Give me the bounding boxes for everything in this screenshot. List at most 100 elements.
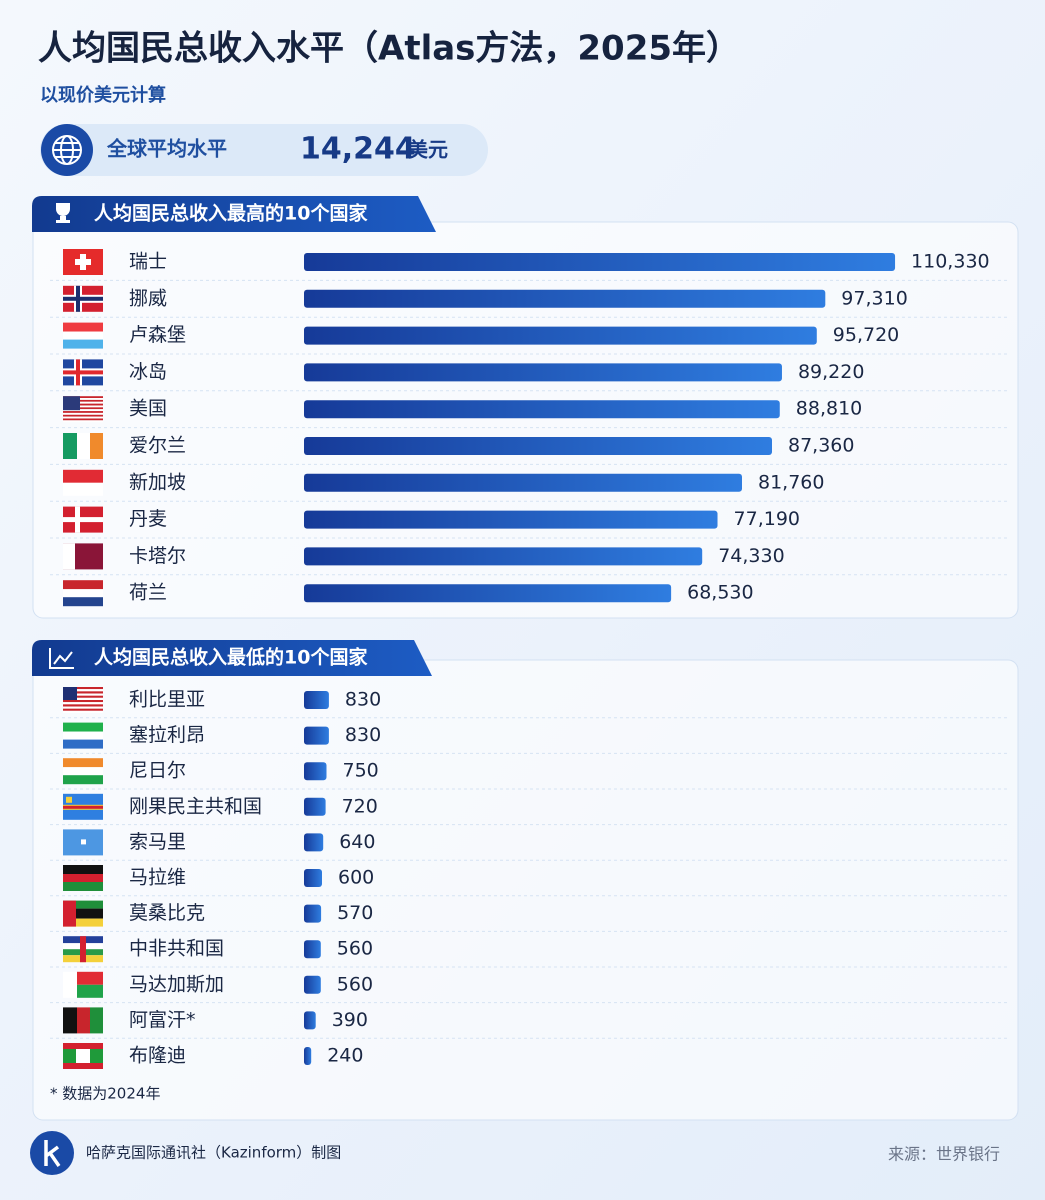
- section-tab: [32, 640, 432, 676]
- bar: [304, 833, 324, 852]
- flag-part: [63, 469, 103, 483]
- flag: [63, 285, 103, 312]
- flag-part: [63, 401, 103, 404]
- flag: [63, 971, 103, 998]
- flag-part: [63, 416, 103, 419]
- flag: [63, 793, 103, 820]
- flag-part: [63, 706, 103, 709]
- flag-part: [63, 882, 103, 891]
- value-label: 750: [343, 760, 379, 782]
- bar: [304, 253, 896, 271]
- bar: [304, 437, 772, 455]
- flag-part: [77, 1007, 90, 1034]
- global-average-value: 14,244: [300, 132, 416, 167]
- flag-part: [63, 693, 103, 696]
- title: 人均国民总收入水平（Atlas方法，2025年）: [38, 29, 740, 69]
- value-label: 830: [345, 689, 381, 711]
- flag: [63, 722, 103, 749]
- flag-part: [63, 296, 103, 301]
- flag-part: [63, 403, 103, 406]
- value-label: 81,760: [758, 471, 824, 493]
- flag: [63, 359, 103, 386]
- flag-part: [63, 700, 103, 703]
- flag: [63, 865, 103, 891]
- value-label: 68,530: [687, 582, 753, 604]
- flag-part: [63, 396, 80, 411]
- flag-part: [63, 399, 103, 402]
- flag-part: [90, 433, 103, 459]
- flag-part: [63, 691, 103, 694]
- bar: [304, 363, 782, 382]
- bar: [304, 691, 329, 709]
- credit: 哈萨克国际通讯社（Kazinform）制图: [86, 1144, 341, 1162]
- flag-part: [63, 339, 103, 349]
- value-label: 97,310: [841, 287, 907, 309]
- value-label: 89,220: [798, 361, 864, 383]
- flag-part: [63, 722, 103, 732]
- country-name: 马达加斯加: [129, 973, 224, 995]
- flag-part: [63, 708, 103, 711]
- flag-part: [63, 409, 103, 412]
- country-name: 莫桑比克: [129, 902, 205, 924]
- flag-part: [63, 908, 103, 919]
- flag: [63, 1007, 103, 1034]
- footnote: * 数据为2024年: [50, 1085, 160, 1103]
- flag-part: [63, 331, 103, 340]
- flag-part: [63, 580, 103, 590]
- flag-part: [63, 411, 103, 413]
- value-label: 560: [337, 973, 373, 995]
- country-name: 卡塔尔: [129, 545, 186, 567]
- flag: [63, 936, 103, 963]
- value-label: 110,330: [911, 251, 990, 273]
- flag-part: [63, 971, 77, 998]
- flag: [63, 506, 103, 533]
- flag: [63, 543, 103, 570]
- flag-part: [77, 984, 103, 998]
- panel-bottom: [32, 659, 1019, 1121]
- value-label: 74,330: [718, 545, 784, 567]
- flag-part: [77, 971, 103, 985]
- value-label: 87,360: [788, 435, 854, 457]
- flag-part: [63, 900, 76, 927]
- flag-part: [63, 767, 103, 776]
- bar: [304, 289, 826, 308]
- country-name: 利比里亚: [129, 689, 205, 711]
- trophy-icon: [56, 203, 70, 223]
- flag-part: [63, 697, 103, 700]
- bar: [304, 797, 326, 816]
- flag-part: [63, 805, 103, 809]
- globe-lines: [52, 135, 82, 165]
- panel-top: [32, 221, 1019, 619]
- flag-part: [63, 412, 103, 415]
- bar: [304, 326, 817, 345]
- flag-part: [63, 689, 103, 692]
- country-name: 刚果民主共和国: [129, 795, 262, 817]
- country-name: 中非共和国: [129, 938, 224, 960]
- value-label: 640: [339, 831, 375, 853]
- bar: [304, 940, 321, 959]
- flag: [63, 580, 103, 607]
- value-label: 95,720: [833, 324, 899, 346]
- country-name: 尼日尔: [129, 760, 186, 782]
- flag-part: [63, 1063, 103, 1069]
- flag-part: [63, 739, 103, 749]
- bar: [304, 510, 718, 529]
- flag-part: [63, 687, 77, 700]
- flag-part: [63, 414, 103, 417]
- bar: [304, 869, 322, 887]
- flag-part: [63, 758, 103, 768]
- flag: [63, 829, 103, 856]
- value-label: 600: [338, 867, 374, 889]
- country-name: 瑞士: [129, 251, 167, 273]
- flag: [63, 433, 103, 459]
- bar: [304, 547, 703, 566]
- flag-part: [63, 695, 103, 698]
- flag-part: [63, 433, 77, 459]
- flag: [63, 1043, 103, 1069]
- flag-part: [80, 936, 86, 963]
- bar: [304, 762, 327, 781]
- flag-part: [63, 420, 103, 423]
- value-label: 720: [342, 795, 378, 817]
- flag: [63, 249, 103, 275]
- flag: [63, 322, 103, 349]
